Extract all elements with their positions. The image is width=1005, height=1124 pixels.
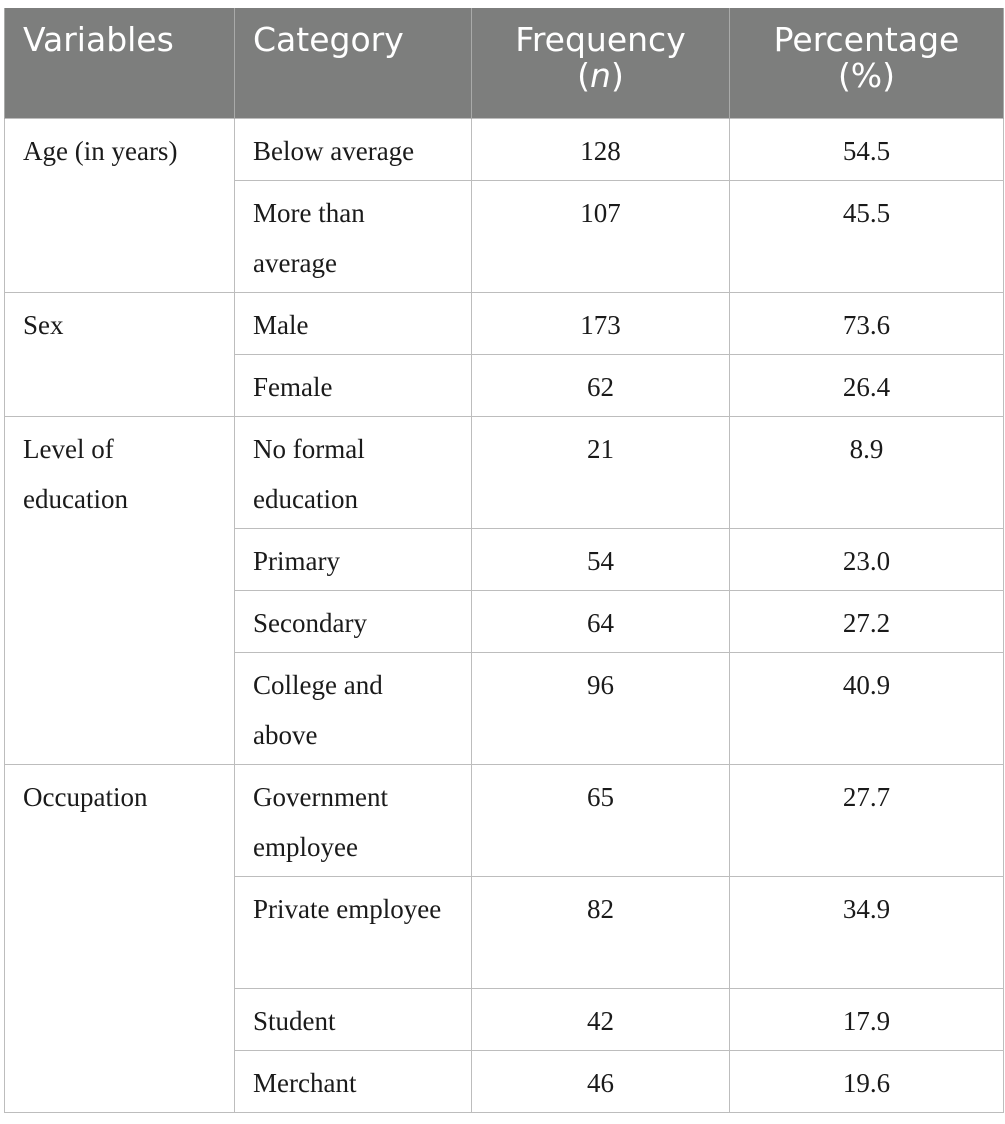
table-row: Occupation Government employee 65 27.7 — [4, 763, 1004, 1113]
frequency-cell: 82 — [471, 875, 730, 989]
header-frequency-open-paren: ( — [577, 56, 591, 95]
frequency-cell: 21 — [471, 415, 730, 529]
table-row: Age (in years) Below average 128 54.5 — [4, 117, 1004, 293]
frequency-cell: 64 — [471, 589, 730, 653]
percentage-cell: 27.2 — [729, 589, 1004, 653]
frequency-cell: 96 — [471, 651, 730, 765]
frequency-cell: 65 — [471, 763, 730, 877]
percentage-cell: 17.9 — [729, 987, 1004, 1051]
demographics-table: Variables Category Frequency (n) Percent… — [4, 8, 1004, 1113]
percentage-cell: 19.6 — [729, 1049, 1004, 1113]
header-percentage-unit: (%) — [837, 56, 896, 95]
frequency-cell: 107 — [471, 179, 730, 293]
percentage-cell: 45.5 — [729, 179, 1004, 293]
header-frequency-close-paren: ) — [610, 56, 624, 95]
category-cell: Below average — [234, 117, 472, 181]
category-cell: Female — [234, 353, 472, 417]
percentage-cell: 54.5 — [729, 117, 1004, 181]
frequency-cell: 42 — [471, 987, 730, 1051]
percentage-cell: 40.9 — [729, 651, 1004, 765]
header-frequency-n-symbol: n — [590, 56, 611, 95]
percentage-cell: 73.6 — [729, 291, 1004, 355]
table-row: Merchant 46 19.6 — [5, 1049, 1004, 1113]
variable-cell: Age (in years) — [4, 117, 235, 293]
frequency-cell: 128 — [471, 117, 730, 181]
table-row: Secondary 64 27.2 — [5, 589, 1004, 653]
percentage-cell: 23.0 — [729, 527, 1004, 591]
table-row: Private employee 82 34.9 — [5, 875, 1004, 989]
table-row: Student 42 17.9 — [5, 987, 1004, 1051]
percentage-cell: 8.9 — [729, 415, 1004, 529]
category-cell: Male — [234, 291, 472, 355]
category-cell: College and above — [234, 651, 472, 765]
category-cell: Primary — [234, 527, 472, 591]
percentage-cell: 34.9 — [729, 875, 1004, 989]
demographics-table-container: Variables Category Frequency (n) Percent… — [4, 8, 1004, 1113]
frequency-cell: 54 — [471, 527, 730, 591]
header-category: Category — [234, 8, 472, 118]
table-header-row: Variables Category Frequency (n) Percent… — [4, 8, 1004, 118]
category-cell: Government employee — [234, 763, 472, 877]
variable-cell: Occupation — [4, 763, 235, 1113]
percentage-cell: 26.4 — [729, 353, 1004, 417]
header-frequency-label: Frequency — [515, 20, 686, 59]
table-row: Primary 54 23.0 — [5, 527, 1004, 591]
table-row: Female 62 26.4 — [5, 353, 1004, 417]
category-cell: No formal education — [234, 415, 472, 529]
variable-cell: Sex — [4, 291, 235, 417]
frequency-cell: 173 — [471, 291, 730, 355]
percentage-cell: 27.7 — [729, 763, 1004, 877]
header-percentage-label: Percentage — [773, 20, 960, 59]
category-cell: Private employee — [234, 875, 472, 989]
category-cell: Merchant — [234, 1049, 472, 1113]
category-cell: Secondary — [234, 589, 472, 653]
header-variables: Variables — [4, 8, 235, 118]
header-frequency: Frequency (n) — [471, 8, 730, 118]
frequency-cell: 62 — [471, 353, 730, 417]
category-cell: Student — [234, 987, 472, 1051]
header-percentage: Percentage (%) — [729, 8, 1004, 118]
table-row: Sex Male 173 73.6 — [4, 291, 1004, 417]
variable-cell: Level of education — [4, 415, 235, 765]
category-cell: More than average — [234, 179, 472, 293]
frequency-cell: 46 — [471, 1049, 730, 1113]
table-row: Level of education No formal education 2… — [4, 415, 1004, 765]
table-row: College and above 96 40.9 — [5, 651, 1004, 765]
